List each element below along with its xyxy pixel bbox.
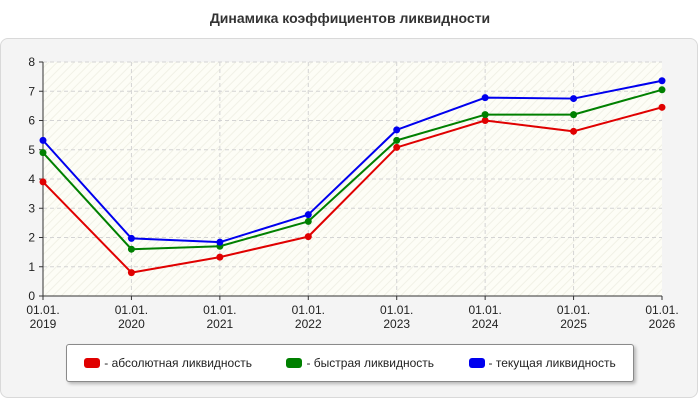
y-tick-label: 3	[28, 201, 35, 215]
legend-item-quick: - быстрая ликвидность	[286, 356, 434, 370]
data-point-2	[481, 94, 489, 102]
y-tick-label: 6	[28, 114, 35, 128]
legend-label-absolute: - абсолютная ликвидность	[104, 356, 252, 370]
y-tick-label: 8	[28, 55, 35, 69]
data-point-1	[658, 86, 666, 94]
series-line-2	[42, 79, 663, 244]
x-tick-label: 01.01. 2022	[292, 303, 325, 331]
data-point-2	[393, 126, 401, 134]
data-point-0	[216, 253, 224, 261]
data-point-2	[570, 95, 578, 103]
data-point-0	[481, 117, 489, 124]
chart-legend: - абсолютная ликвидность - быстрая ликви…	[66, 344, 634, 382]
y-tick-label: 0	[28, 289, 35, 303]
data-point-1	[304, 217, 312, 225]
x-tick-label: 01.01. 2024	[468, 303, 501, 331]
y-tick-label: 7	[28, 84, 35, 98]
legend-swatch-current	[468, 358, 485, 368]
y-tick-label: 5	[28, 143, 35, 157]
data-point-1	[127, 245, 135, 253]
series-line-0	[42, 106, 663, 274]
series-line-1	[42, 88, 663, 251]
x-tick-label: 01.01. 2026	[645, 303, 678, 331]
x-tick-label: 01.01. 2025	[557, 303, 590, 331]
data-point-2	[39, 136, 47, 144]
x-tick-label: 01.01. 2019	[26, 303, 59, 331]
data-point-1	[393, 136, 401, 144]
legend-item-absolute: - абсолютная ликвидность	[84, 356, 252, 370]
y-tick-label: 4	[28, 172, 35, 186]
data-point-0	[304, 233, 312, 241]
x-tick-label: 01.01. 2020	[115, 303, 148, 331]
data-point-1	[39, 149, 47, 157]
x-tick-label: 01.01. 2023	[380, 303, 413, 331]
legend-label-current: - текущая ликвидность	[488, 356, 616, 370]
data-point-2	[658, 77, 666, 85]
x-tick-label: 01.01. 2021	[203, 303, 236, 331]
y-tick-label: 1	[28, 260, 35, 274]
data-point-0	[570, 127, 578, 135]
data-point-0	[393, 143, 401, 151]
legend-swatch-quick	[286, 358, 303, 368]
data-point-0	[658, 103, 666, 111]
data-point-1	[481, 111, 489, 119]
chart-title: Динамика коэффициентов ликвидности	[209, 10, 491, 26]
data-point-0	[39, 178, 47, 186]
y-tick-label: 2	[28, 231, 35, 245]
data-point-0	[127, 269, 135, 277]
legend-label-quick: - быстрая ликвидность	[306, 356, 435, 370]
data-point-1	[570, 111, 578, 119]
legend-item-current: - текущая ликвидность	[468, 356, 616, 370]
legend-swatch-absolute	[84, 358, 101, 368]
data-point-2	[304, 211, 312, 219]
data-point-2	[216, 238, 224, 246]
data-point-2	[127, 234, 135, 242]
